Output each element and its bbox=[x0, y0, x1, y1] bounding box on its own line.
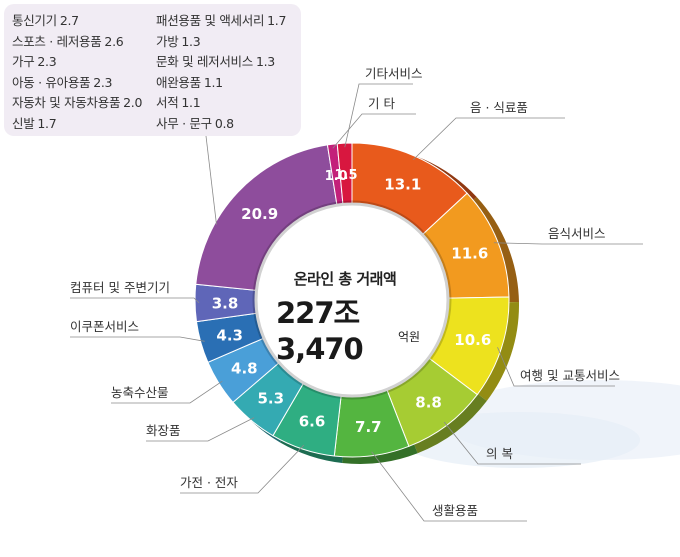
legend-item: 사무 · 문구 0.8 bbox=[156, 113, 234, 132]
category-label: 여행 및 교통서비스 bbox=[520, 368, 620, 383]
legend-item-label: 사무 · 문구 bbox=[156, 115, 212, 131]
callout-line bbox=[70, 297, 200, 304]
callout-line bbox=[332, 113, 416, 149]
data-label: 4.3 bbox=[216, 326, 243, 344]
center-title: 온라인 총 거래액 bbox=[293, 270, 397, 288]
category-label: 의 복 bbox=[486, 446, 513, 461]
category-label: 기 타 bbox=[368, 96, 395, 111]
data-label: 20.9 bbox=[241, 205, 278, 223]
callout-line bbox=[111, 380, 223, 404]
legend-box: 통신기기 2.7 스포츠 · 레저용품 2.6 가구 2.3 아동 · 유아용품 2.3 자동차… bbox=[4, 4, 301, 136]
legend-item: 통신기기 2.7 bbox=[12, 10, 79, 29]
callout-line bbox=[412, 117, 565, 161]
center-unit: 억원 bbox=[398, 330, 421, 344]
data-label: 3.8 bbox=[212, 294, 239, 312]
callout-line bbox=[371, 451, 527, 522]
callout-line-other bbox=[205, 135, 217, 225]
legend-item: 신발 1.7 bbox=[12, 113, 57, 132]
callout-line bbox=[70, 336, 205, 342]
legend-item: 스포츠 · 레저용품 2.6 bbox=[12, 31, 124, 50]
legend-item: 패션용품 및 액세서리 1.7 bbox=[156, 10, 286, 29]
center-total: 227조 3,470 bbox=[276, 296, 364, 366]
legend-item-label: 애완용품 bbox=[156, 74, 201, 90]
data-label: 11.6 bbox=[451, 245, 488, 263]
category-label: 음식서비스 bbox=[548, 226, 606, 241]
legend-item-value: 2.7 bbox=[59, 13, 79, 28]
legend-item: 문화 및 레저서비스 1.3 bbox=[156, 51, 275, 70]
legend-item-value: 1.7 bbox=[267, 13, 287, 28]
legend-item: 애완용품 1.1 bbox=[156, 72, 223, 91]
callout-line bbox=[180, 444, 305, 494]
legend-item-value: 0.8 bbox=[214, 115, 234, 131]
legend-item: 가구 2.3 bbox=[12, 51, 57, 70]
legend-item-value: 1.3 bbox=[255, 54, 275, 69]
data-label: 1.0 bbox=[325, 169, 348, 184]
category-label: 가전 · 전자 bbox=[180, 475, 238, 490]
legend-item-value: 2.0 bbox=[123, 95, 143, 110]
legend-item-label: 신발 bbox=[12, 115, 35, 131]
category-label: 기타서비스 bbox=[365, 66, 423, 81]
data-label: 5.3 bbox=[257, 390, 284, 408]
category-label: 생활용품 bbox=[432, 503, 478, 518]
donut-hole-inner bbox=[258, 206, 446, 394]
category-label: 이쿠폰서비스 bbox=[70, 319, 139, 334]
legend-item-label: 서적 bbox=[156, 95, 179, 110]
data-label: 6.6 bbox=[299, 413, 326, 431]
legend-item-value: 1.1 bbox=[203, 74, 223, 90]
legend-item-label: 자동차 및 자동차용품 bbox=[12, 95, 121, 110]
data-label: 7.7 bbox=[355, 418, 382, 436]
legend-item-value: 2.3 bbox=[37, 54, 57, 69]
category-label: 음 · 식료품 bbox=[470, 100, 528, 115]
legend-item-label: 아동 · 유아용품 bbox=[12, 74, 91, 90]
legend-item: 가방 1.3 bbox=[156, 31, 201, 50]
legend-item-label: 문화 및 레저서비스 bbox=[156, 54, 253, 69]
legend-item-label: 가구 bbox=[12, 54, 35, 69]
legend-item-label: 스포츠 · 레저용품 bbox=[12, 33, 102, 49]
legend-item-label: 패션용품 및 액세서리 bbox=[156, 13, 265, 28]
category-label: 화장품 bbox=[146, 423, 181, 438]
legend-item-value: 1.1 bbox=[181, 95, 201, 110]
data-label: 8.8 bbox=[415, 393, 442, 411]
category-label: 컴퓨터 및 주변기기 bbox=[70, 280, 170, 295]
callout-line bbox=[497, 347, 615, 387]
callout-line bbox=[344, 83, 413, 148]
data-label: 10.6 bbox=[454, 331, 491, 349]
data-label: 13.1 bbox=[384, 176, 421, 194]
legend-item: 자동차 및 자동차용품 2.0 bbox=[12, 92, 142, 111]
legend-item-value: 1.3 bbox=[181, 33, 201, 49]
legend-item-value: 2.3 bbox=[93, 74, 113, 90]
category-label: 농축수산물 bbox=[111, 385, 169, 400]
legend-item-value: 2.6 bbox=[104, 33, 124, 49]
data-label: 4.8 bbox=[231, 359, 258, 377]
legend-item: 서적 1.1 bbox=[156, 92, 201, 111]
legend-item: 아동 · 유아용품 2.3 bbox=[12, 72, 113, 91]
callout-line bbox=[146, 417, 255, 442]
legend-item-label: 통신기기 bbox=[12, 13, 57, 28]
legend-item-label: 가방 bbox=[156, 33, 179, 49]
callout-line bbox=[443, 421, 581, 465]
data-label: 1.5 bbox=[335, 168, 358, 183]
legend-item-value: 1.7 bbox=[37, 115, 57, 131]
callout-line bbox=[493, 242, 643, 245]
